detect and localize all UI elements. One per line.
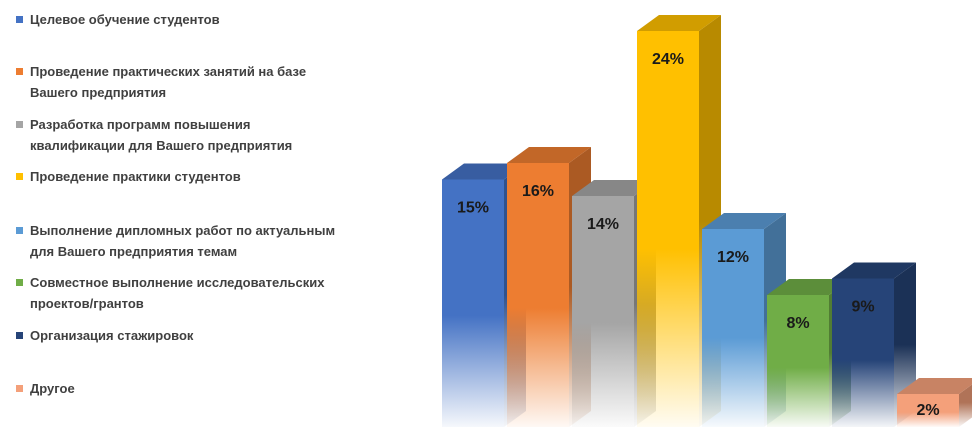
bar-value-label: 16% (522, 183, 554, 200)
bar-top (897, 378, 972, 394)
bar-top (442, 163, 526, 180)
bar-front (897, 394, 959, 427)
value-labels-layer: 15% 16% 14% 24% 12% 8% 9% 2% (457, 51, 940, 419)
bar-front (637, 31, 699, 427)
bar-front (507, 163, 569, 427)
bar-top (767, 279, 851, 295)
legend-swatch (16, 16, 23, 23)
bar-value-label: 24% (652, 51, 684, 68)
bars-layer (442, 15, 972, 427)
legend-swatch (16, 385, 23, 392)
bar-value-label: 12% (717, 249, 749, 266)
legend-swatch (16, 68, 23, 75)
legend-item: Совместное выполнение исследовательских … (16, 272, 416, 314)
bar (897, 378, 972, 427)
legend-swatch (16, 332, 23, 339)
legend-label: Другое (30, 381, 75, 396)
legend-item: Другое (16, 378, 416, 399)
legend-item: Выполнение дипломных работ по актуальным… (16, 220, 416, 262)
legend-label: Разработка программ повышения квалификац… (30, 117, 293, 153)
bar-front (702, 229, 764, 427)
bar-side (959, 384, 972, 427)
legend-label: Проведение практических занятий на базе … (30, 64, 307, 100)
legend-swatch (16, 173, 23, 180)
bar-front (767, 295, 829, 427)
bar-value-label: 8% (786, 315, 809, 332)
legend-item: Разработка программ повышения квалификац… (16, 114, 416, 156)
legend-item: Целевое обучение студентов (16, 9, 416, 30)
bar-top (832, 262, 916, 279)
bar-top (572, 180, 656, 196)
legend-swatch (16, 227, 23, 234)
legend-label: Целевое обучение студентов (30, 12, 220, 27)
legend-swatch (16, 279, 23, 286)
bar-top (702, 213, 786, 229)
legend-label: Организация стажировок (30, 328, 194, 343)
chart-legend: Целевое обучение студентов Проведение пра… (0, 0, 420, 429)
legend-item: Проведение практических занятий на базе … (16, 61, 416, 103)
bar-front (832, 278, 894, 427)
legend-label: Совместное выполнение исследовательских … (30, 275, 325, 311)
bar-value-label: 2% (916, 402, 939, 419)
legend-swatch (16, 121, 23, 128)
bar-value-label: 9% (851, 299, 874, 316)
legend-item: Проведение практики студентов (16, 166, 416, 187)
bar-value-label: 15% (457, 200, 489, 217)
bar-value-label: 14% (587, 216, 619, 233)
legend-label: Проведение практики студентов (30, 169, 241, 184)
bar-front (572, 196, 634, 427)
bar-top (507, 147, 591, 163)
legend-item: Организация стажировок (16, 325, 416, 346)
legend-label: Выполнение дипломных работ по актуальным… (30, 223, 336, 259)
bar-top (637, 15, 721, 31)
bar-front (442, 179, 504, 427)
